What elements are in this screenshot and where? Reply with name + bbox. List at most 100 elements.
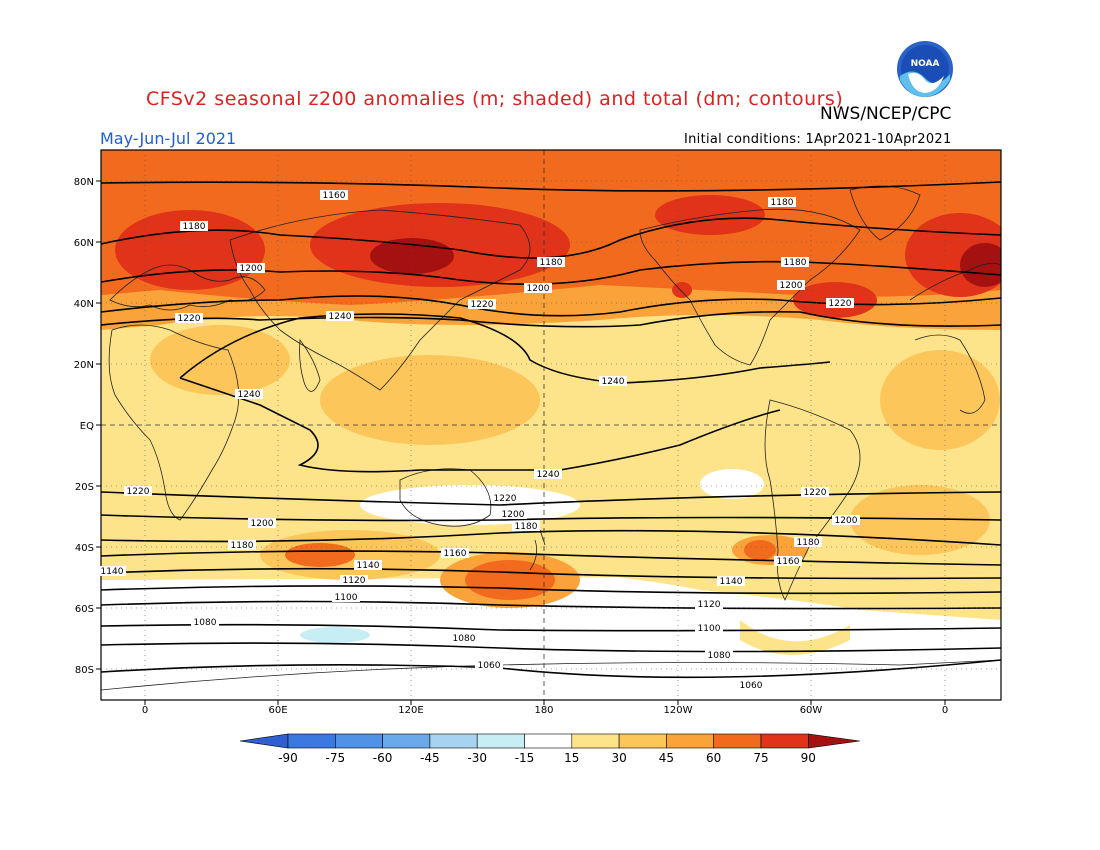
colorbar-label: -90: [278, 751, 298, 765]
contour-label: 1220: [178, 314, 201, 324]
colorbar-label: 60: [706, 751, 721, 765]
contour-label: 1200: [780, 281, 803, 291]
lat-ticks: [96, 180, 101, 670]
contour-label-bg: [320, 190, 348, 200]
latitude-labels: 80N 60N 40N 20N EQ 20S 40S 60S 80S: [74, 177, 94, 676]
forecast-period: May-Jun-Jul 2021: [100, 129, 237, 148]
colorbar-segment: [382, 733, 431, 749]
contour-label-bg: [826, 298, 854, 308]
contour-label: 1220: [804, 488, 827, 498]
contour-label-bg: [524, 283, 552, 293]
contour-label: 1240: [602, 377, 625, 387]
contour-label: 1220: [471, 300, 494, 310]
colorbar-label: -45: [420, 751, 440, 765]
contour-label: 1220: [494, 494, 517, 504]
contour-label-bg: [354, 560, 382, 570]
colorbar-segment: [429, 733, 478, 749]
contour-label-bg: [781, 257, 809, 267]
contour-label-bg: [737, 680, 765, 690]
contour-label-bg: [512, 521, 540, 531]
lat-label: 80N: [74, 177, 94, 188]
contour-label: 1100: [335, 593, 358, 603]
contour-label: 1240: [238, 390, 261, 400]
contour-label-bg: [237, 263, 265, 273]
lat-label: 60N: [74, 238, 94, 249]
contour-label: 1200: [240, 264, 263, 274]
colorbar-label: -60: [373, 751, 393, 765]
colorbar-label: -75: [325, 751, 345, 765]
contour-label: 1180: [797, 538, 820, 548]
contour-label: 1180: [183, 222, 206, 232]
contour-label: 1200: [835, 516, 858, 526]
contour-label-bg: [717, 576, 745, 586]
lat-label: 60S: [75, 604, 94, 615]
lat-label: 20S: [75, 482, 94, 493]
colorbar-label: -30: [467, 751, 487, 765]
agency-label: NWS/NCEP/CPC: [820, 104, 952, 124]
lon-label: 0: [942, 705, 948, 716]
contour-labels: 1160 1180 1180 1200 1180 1180 1200 1200 1220 1220…: [98, 190, 860, 691]
contour-label-bg: [499, 509, 527, 519]
contour-label-bg: [340, 575, 368, 585]
contour-label-bg: [326, 311, 354, 321]
lon-ticks: [144, 700, 946, 705]
lon-label: 60W: [800, 705, 823, 716]
contour-label: 1240: [537, 470, 560, 480]
contour-label: 1140: [357, 561, 380, 571]
contour-label: 1140: [101, 567, 124, 577]
contour-label-bg: [774, 556, 802, 566]
lon-label: 60E: [268, 705, 287, 716]
contour-label-bg: [777, 280, 805, 290]
contour-label: 1200: [251, 519, 274, 529]
contour-label: 1180: [771, 198, 794, 208]
contour-label: 1120: [698, 600, 721, 610]
contour-label: 1200: [502, 510, 525, 520]
contour-label: 1180: [515, 522, 538, 532]
contour-label: 1220: [829, 299, 852, 309]
contour-label-bg: [534, 469, 562, 479]
contour-label-bg: [695, 599, 723, 609]
colorbar-label: 45: [659, 751, 674, 765]
colorbar-label: 90: [801, 751, 816, 765]
noaa-logo-icon: NOAA: [897, 41, 953, 97]
contour-label-bg: [228, 540, 256, 550]
contour-label: 1060: [478, 661, 501, 671]
colorbar-label: 15: [564, 751, 579, 765]
lat-label: 40N: [74, 299, 94, 310]
contour-label-bg: [832, 515, 860, 525]
lon-label: 0: [142, 705, 148, 716]
colorbar-segment: [760, 733, 809, 749]
contour-label-bg: [491, 493, 519, 503]
contour-label-bg: [191, 617, 219, 627]
contour-label: 1140: [720, 577, 743, 587]
lat-label: 20N: [74, 360, 94, 371]
contour-label: 1180: [231, 541, 254, 551]
colorbar-segment: [713, 733, 762, 749]
colorbar-segment: [334, 733, 383, 749]
lon-label: 120W: [664, 705, 693, 716]
contour-label-bg: [175, 313, 203, 323]
contour-label-bg: [537, 257, 565, 267]
coastlines: [101, 185, 1001, 691]
contour-label-bg: [332, 592, 360, 602]
lon-label: 180: [534, 705, 553, 716]
colorbar-arrow-high: [807, 733, 861, 749]
lat-label: EQ: [80, 421, 94, 432]
contour-label-bg: [599, 376, 627, 386]
contour-label-bg: [124, 486, 152, 496]
contour-label: 1220: [127, 487, 150, 497]
contour-label: 1180: [540, 258, 563, 268]
contour-label-bg: [794, 537, 822, 547]
colorbar-arrow-low: [239, 733, 289, 749]
contour-label: 1100: [698, 624, 721, 634]
contour-label-bg: [801, 487, 829, 497]
contour-label-bg: [468, 299, 496, 309]
lat-label: 80S: [75, 665, 94, 676]
lon-label: 120E: [398, 705, 423, 716]
colorbar-segment: [666, 733, 715, 749]
contour-label: 1160: [444, 549, 467, 559]
equator-dateline: [101, 150, 1001, 700]
contour-label-bg: [695, 623, 723, 633]
contour-label-bg: [475, 660, 503, 670]
colorbar-label: 30: [611, 751, 626, 765]
